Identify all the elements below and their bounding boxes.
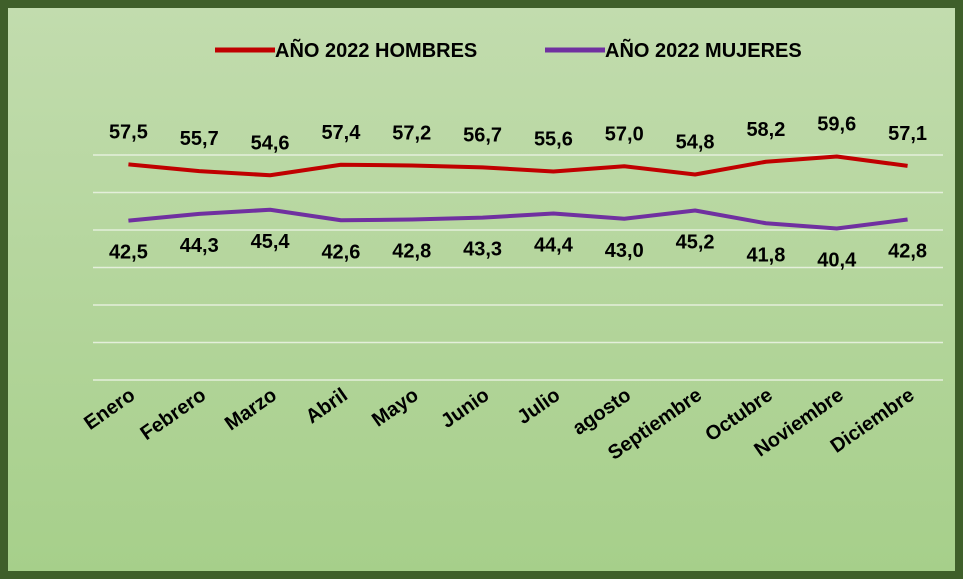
data-label: 44,3 [180, 235, 219, 257]
data-label: 41,8 [746, 244, 785, 266]
data-label: 44,4 [534, 235, 574, 257]
data-label: 43,0 [605, 240, 644, 262]
data-label: 57,5 [109, 121, 148, 143]
data-label: 54,8 [676, 132, 715, 154]
data-label: 55,7 [180, 128, 219, 150]
data-label: 57,0 [605, 123, 644, 145]
data-label: 43,3 [463, 239, 502, 261]
legend-label: AÑO 2022 HOMBRES [275, 39, 477, 62]
series-line [128, 207, 908, 231]
data-label: 57,1 [888, 123, 927, 145]
data-label: 57,4 [321, 122, 361, 144]
data-label: 42,6 [321, 241, 360, 263]
legend-label: AÑO 2022 MUJERES [605, 39, 802, 62]
data-label: 59,6 [817, 114, 856, 136]
data-label: 56,7 [463, 124, 502, 146]
series-line [128, 154, 908, 178]
data-label: 45,2 [676, 232, 715, 254]
data-label: 54,6 [251, 132, 290, 154]
data-label: 58,2 [746, 119, 785, 141]
data-label: 42,8 [392, 241, 431, 263]
data-label: 45,4 [251, 231, 291, 253]
data-label: 57,2 [392, 123, 431, 145]
data-label: 42,5 [109, 242, 148, 264]
data-label: 55,6 [534, 129, 573, 151]
data-label: 42,8 [888, 241, 927, 263]
data-label: 40,4 [817, 250, 857, 272]
